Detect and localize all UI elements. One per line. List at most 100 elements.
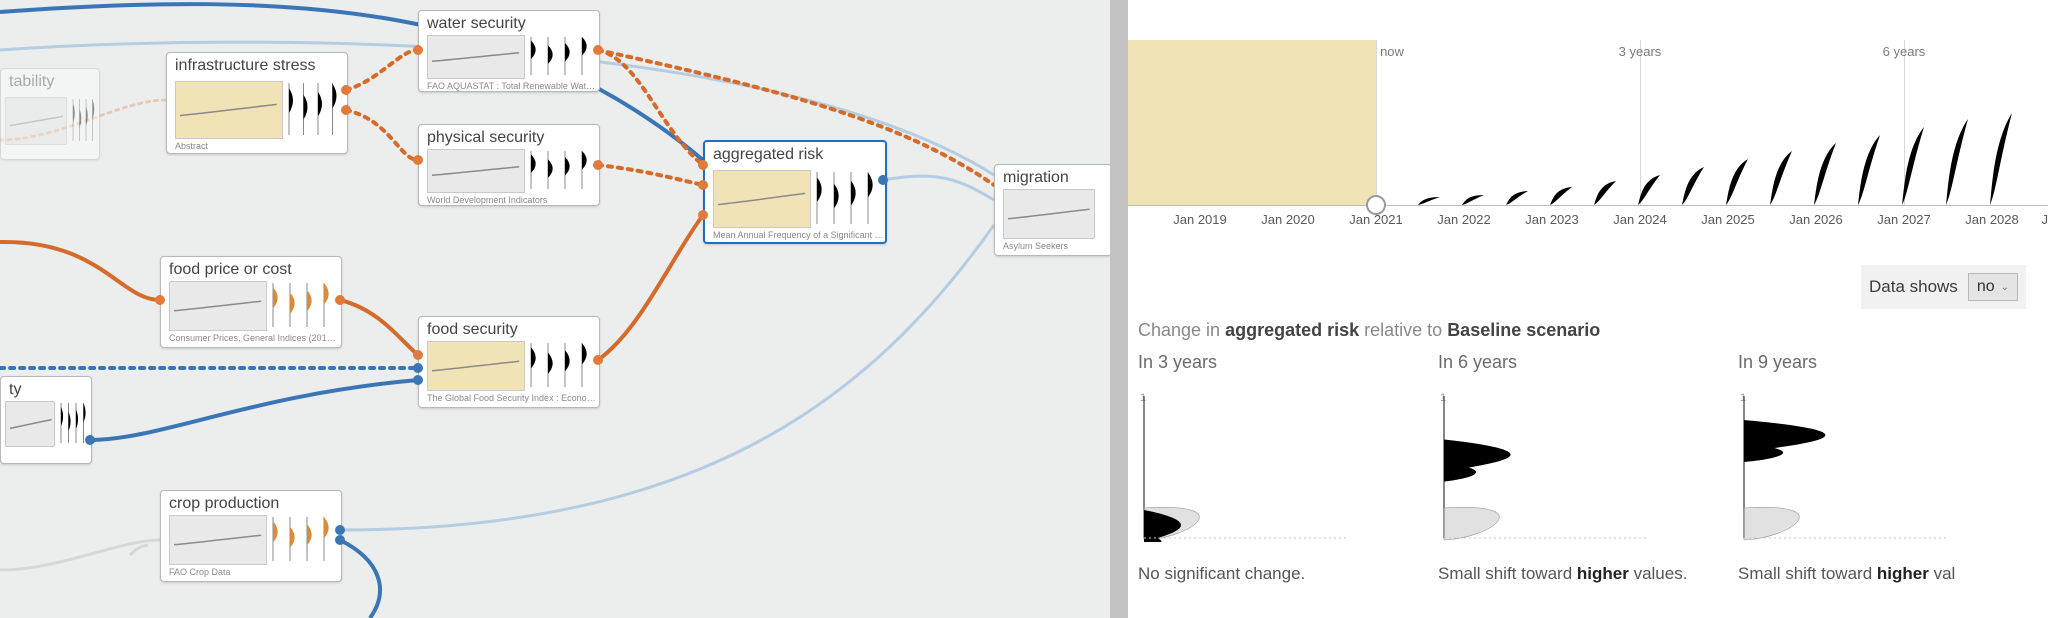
node-minichart	[427, 35, 525, 79]
node-foodprice[interactable]: food price or costConsumer Prices, Gener…	[160, 256, 342, 348]
node-sparks	[813, 170, 881, 231]
node-crop[interactable]: crop production FAO Crop Data	[160, 490, 342, 582]
timeline-tick: Jan 2023	[1525, 212, 1579, 227]
timeline-tick: Jan 2026	[1789, 212, 1843, 227]
node-title: water security	[427, 15, 526, 33]
timeline[interactable]: 3Jan 2019Jan 2020Jan 2021Jan 2022Jan 202…	[1128, 40, 2048, 220]
change-desc: No significant change.	[1138, 564, 1305, 584]
timeline-now-label: now	[1380, 44, 1404, 59]
edge-port	[335, 525, 345, 535]
node-sparks	[285, 81, 343, 142]
node-aggrisk[interactable]: aggregated risk Mean Annual Frequency of …	[703, 140, 887, 244]
edge-port	[698, 180, 708, 190]
timeline-distribution	[1902, 121, 1942, 205]
node-subtitle: World Development Indicators	[427, 195, 547, 205]
node-tability[interactable]: tability	[0, 68, 100, 160]
edge-port	[413, 45, 423, 55]
change-col-0: In 3 years1No significant change.	[1138, 352, 1438, 612]
graph-panel[interactable]: tability infrastructure stressAbstract wat…	[0, 0, 1110, 618]
node-foodsec[interactable]: food security The Global Food Security In…	[418, 316, 600, 408]
node-subtitle: Abstract	[175, 141, 208, 151]
node-minichart	[427, 341, 525, 391]
change-plot	[1138, 392, 1398, 552]
panel-divider[interactable]	[1110, 0, 1128, 618]
node-title: food security	[427, 321, 518, 339]
node-title: ty	[9, 381, 21, 399]
node-physical[interactable]: physical securityWorld Development Indic…	[418, 124, 600, 206]
timeline-annotation: 6 years	[1883, 44, 1926, 59]
node-migration[interactable]: migration Asylum Seekers	[994, 164, 1110, 256]
node-subtitle: FAO Crop Data	[169, 567, 231, 577]
change-desc: Small shift toward higher val	[1738, 564, 1955, 584]
data-shows-value: no	[1977, 278, 1995, 296]
edge-port	[593, 45, 603, 55]
node-title: crop production	[169, 495, 279, 513]
node-minichart	[169, 281, 267, 331]
edge-port	[413, 350, 423, 360]
timeline-distribution	[1858, 129, 1898, 205]
timeline-tick: Jan 2020	[1261, 212, 1315, 227]
edge-port	[85, 435, 95, 445]
timeline-handle[interactable]	[1366, 195, 1386, 215]
edge-port	[341, 105, 351, 115]
change-when: In 9 years	[1738, 352, 2038, 373]
timeline-tick: J	[2042, 212, 2048, 227]
node-ty[interactable]: ty	[0, 376, 92, 464]
node-sparks	[269, 281, 337, 334]
edge-port	[698, 210, 708, 220]
change-when: In 3 years	[1138, 352, 1438, 373]
node-minichart	[427, 149, 525, 193]
timeline-distribution	[1946, 113, 1986, 205]
node-minichart	[1003, 189, 1095, 239]
node-subtitle: The Global Food Security Index : Economi…	[427, 393, 598, 403]
edge-port	[593, 355, 603, 365]
node-title: tability	[9, 73, 54, 91]
timeline-annotation: 3 years	[1619, 44, 1662, 59]
timeline-distribution	[1594, 175, 1634, 205]
timeline-distribution	[1726, 153, 1766, 205]
timeline-gridline	[1376, 40, 1377, 205]
timeline-distribution	[1506, 185, 1546, 205]
data-shows-control: Data shows no ⌄	[1861, 265, 2026, 309]
change-when: In 6 years	[1438, 352, 1738, 373]
timeline-axis	[1128, 205, 2048, 206]
edge-port	[593, 160, 603, 170]
edge-port	[413, 363, 423, 373]
timeline-tick: Jan 2028	[1965, 212, 2019, 227]
timeline-tick: Jan 2025	[1701, 212, 1755, 227]
timeline-distribution	[1638, 169, 1678, 205]
change-col-2: In 9 years1Small shift toward higher val	[1738, 352, 2038, 612]
node-sparks	[57, 401, 87, 450]
node-sparks	[527, 35, 595, 82]
edge-port	[698, 160, 708, 170]
node-infra[interactable]: infrastructure stressAbstract	[166, 52, 348, 154]
node-minichart	[5, 97, 67, 145]
timeline-distribution	[1814, 137, 1854, 205]
node-title: migration	[1003, 169, 1069, 187]
timeline-distribution	[1770, 145, 1810, 205]
timeline-highlight	[1128, 40, 1376, 205]
node-sparks	[527, 341, 595, 394]
timeline-distribution	[1990, 107, 2030, 205]
edge-port	[341, 85, 351, 95]
timeline-tick: Jan 2024	[1613, 212, 1667, 227]
node-minichart	[5, 401, 55, 447]
node-title: aggregated risk	[713, 146, 823, 164]
change-title-pre: Change in	[1138, 320, 1225, 340]
change-title-scenario: Baseline scenario	[1447, 320, 1600, 340]
side-panel: 3Jan 2019Jan 2020Jan 2021Jan 2022Jan 202…	[1128, 0, 2048, 618]
node-sparks	[527, 149, 595, 196]
node-subtitle: Asylum Seekers	[1003, 241, 1068, 251]
node-sparks	[269, 515, 337, 568]
node-sparks	[69, 97, 95, 148]
chevron-down-icon: ⌄	[2001, 282, 2009, 293]
data-shows-select[interactable]: no ⌄	[1968, 273, 2018, 301]
node-subtitle: Mean Annual Frequency of a Significant C…	[713, 230, 884, 240]
change-columns: In 3 years1No significant change.In 6 ye…	[1138, 352, 2038, 612]
change-plot	[1438, 392, 1698, 552]
change-desc: Small shift toward higher values.	[1438, 564, 1687, 584]
change-col-1: In 6 years1Small shift toward higher val…	[1438, 352, 1738, 612]
edge-port	[878, 175, 888, 185]
timeline-tick: Jan 2027	[1877, 212, 1931, 227]
node-water[interactable]: water securityFAO AQUASTAT : Total Renew…	[418, 10, 600, 92]
